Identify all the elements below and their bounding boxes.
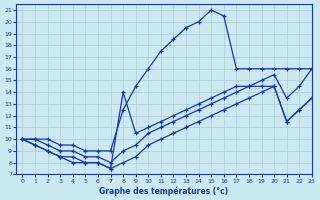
X-axis label: Graphe des températures (°c): Graphe des températures (°c) — [100, 186, 228, 196]
